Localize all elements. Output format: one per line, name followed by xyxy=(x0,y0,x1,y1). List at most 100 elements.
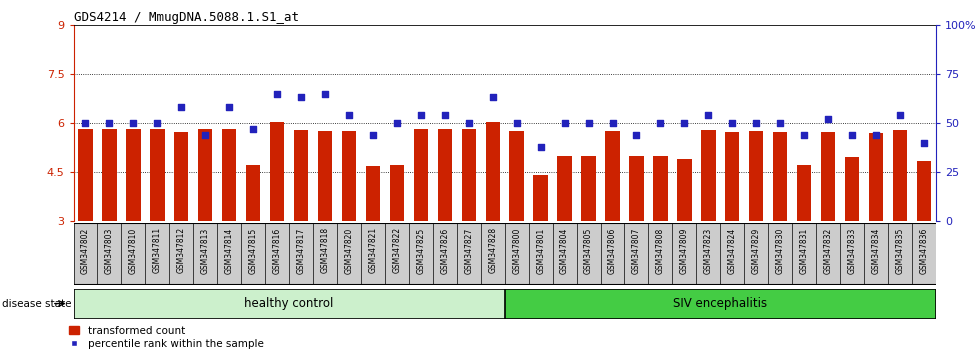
Point xyxy=(724,120,740,126)
Text: GSM347806: GSM347806 xyxy=(608,227,617,274)
Text: GSM347803: GSM347803 xyxy=(105,227,114,274)
Point xyxy=(173,104,189,110)
Bar xyxy=(270,122,284,221)
Bar xyxy=(390,165,404,221)
Point xyxy=(844,132,859,138)
Text: GSM347805: GSM347805 xyxy=(584,227,593,274)
Bar xyxy=(150,129,165,221)
Text: GDS4214 / MmugDNA.5088.1.S1_at: GDS4214 / MmugDNA.5088.1.S1_at xyxy=(74,11,299,24)
Point xyxy=(892,112,907,118)
Point xyxy=(797,132,812,138)
Point xyxy=(413,112,428,118)
Bar xyxy=(78,129,93,221)
Bar xyxy=(821,132,835,221)
Point xyxy=(820,116,836,122)
Bar xyxy=(74,289,505,319)
Bar xyxy=(677,159,692,221)
Point xyxy=(437,112,453,118)
Bar xyxy=(342,131,356,221)
Text: GSM347835: GSM347835 xyxy=(896,227,905,274)
Bar xyxy=(126,129,140,221)
Bar xyxy=(366,166,380,221)
Point xyxy=(916,140,932,145)
Point xyxy=(605,120,620,126)
Bar xyxy=(198,129,213,221)
Point xyxy=(77,120,93,126)
Point xyxy=(366,132,381,138)
Text: SIV encephalitis: SIV encephalitis xyxy=(673,297,767,310)
Bar xyxy=(533,175,548,221)
Text: disease state: disease state xyxy=(2,298,72,309)
Bar xyxy=(558,156,571,221)
Bar xyxy=(174,132,188,221)
Legend: transformed count, percentile rank within the sample: transformed count, percentile rank withi… xyxy=(69,326,264,349)
Bar xyxy=(462,129,476,221)
Point xyxy=(293,95,309,100)
Bar xyxy=(581,156,596,221)
Point xyxy=(197,132,213,138)
Bar xyxy=(629,156,644,221)
Text: healthy control: healthy control xyxy=(244,297,334,310)
Text: GSM347822: GSM347822 xyxy=(392,227,402,274)
Point xyxy=(461,120,476,126)
Point xyxy=(270,91,285,96)
Bar xyxy=(222,129,236,221)
Text: GSM347827: GSM347827 xyxy=(465,227,473,274)
Bar xyxy=(701,130,715,221)
Point xyxy=(341,112,357,118)
Text: GSM347817: GSM347817 xyxy=(297,227,306,274)
Bar xyxy=(505,289,936,319)
Text: GSM347810: GSM347810 xyxy=(129,227,138,274)
Bar xyxy=(438,129,452,221)
Point xyxy=(653,120,668,126)
Text: GSM347821: GSM347821 xyxy=(368,227,377,274)
Bar xyxy=(749,131,763,221)
Bar xyxy=(102,129,117,221)
Point xyxy=(628,132,644,138)
Text: GSM347825: GSM347825 xyxy=(416,227,425,274)
Text: GSM347811: GSM347811 xyxy=(153,227,162,274)
Text: GSM347801: GSM347801 xyxy=(536,227,545,274)
Text: GSM347807: GSM347807 xyxy=(632,227,641,274)
Text: GSM347828: GSM347828 xyxy=(488,227,497,274)
Point xyxy=(509,120,524,126)
Bar xyxy=(845,158,859,221)
Text: GSM347836: GSM347836 xyxy=(919,227,928,274)
Bar xyxy=(414,129,428,221)
Text: GSM347824: GSM347824 xyxy=(728,227,737,274)
Bar xyxy=(773,132,787,221)
Bar xyxy=(318,131,332,221)
Bar xyxy=(797,165,811,221)
Text: GSM347814: GSM347814 xyxy=(224,227,233,274)
Text: GSM347826: GSM347826 xyxy=(440,227,449,274)
Text: GSM347808: GSM347808 xyxy=(656,227,664,274)
Point xyxy=(221,104,237,110)
Text: GSM347833: GSM347833 xyxy=(848,227,857,274)
Point xyxy=(485,95,501,100)
Bar xyxy=(246,165,261,221)
Text: GSM347815: GSM347815 xyxy=(249,227,258,274)
Bar xyxy=(485,122,500,221)
Point xyxy=(389,120,405,126)
Text: GSM347818: GSM347818 xyxy=(320,227,329,274)
Point xyxy=(868,132,884,138)
Bar xyxy=(654,156,667,221)
Point xyxy=(533,144,549,149)
Point xyxy=(701,112,716,118)
Text: GSM347830: GSM347830 xyxy=(776,227,785,274)
Bar xyxy=(510,131,524,221)
Text: GSM347802: GSM347802 xyxy=(81,227,90,274)
Point xyxy=(125,120,141,126)
Point xyxy=(150,120,166,126)
Bar xyxy=(893,130,907,221)
Point xyxy=(318,91,333,96)
Text: GSM347823: GSM347823 xyxy=(704,227,712,274)
Point xyxy=(581,120,597,126)
Text: GSM347832: GSM347832 xyxy=(823,227,833,274)
Point xyxy=(102,120,118,126)
Text: GSM347800: GSM347800 xyxy=(513,227,521,274)
Text: GSM347809: GSM347809 xyxy=(680,227,689,274)
Text: GSM347816: GSM347816 xyxy=(272,227,281,274)
Text: GSM347829: GSM347829 xyxy=(752,227,760,274)
Bar xyxy=(869,133,883,221)
